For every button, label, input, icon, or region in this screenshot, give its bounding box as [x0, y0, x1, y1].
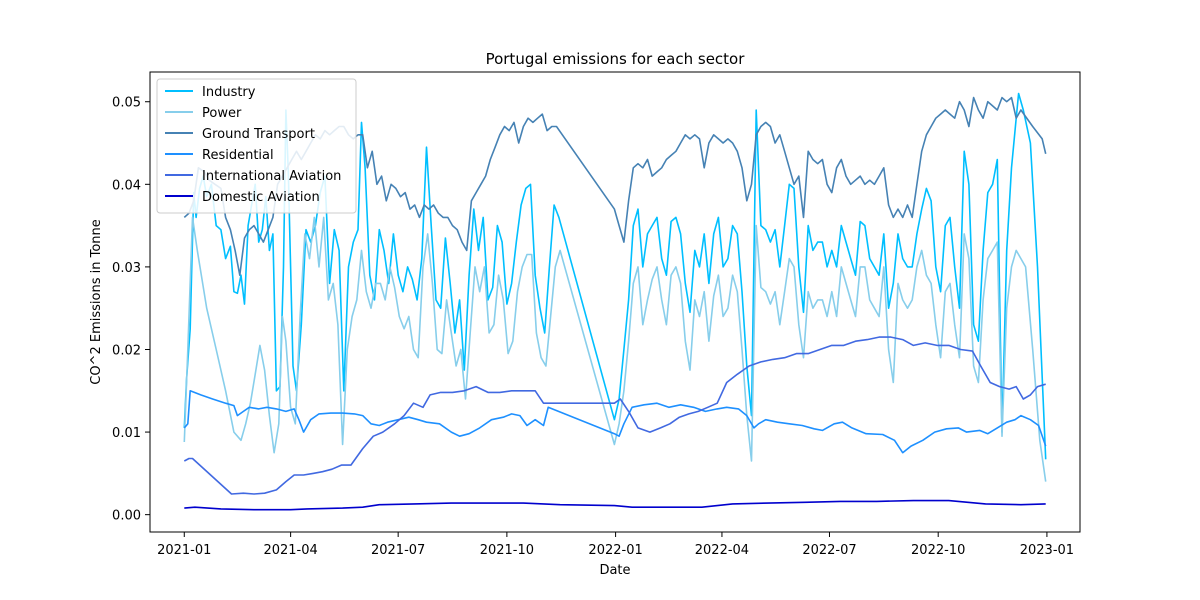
y-tick-label: 0.01 — [112, 426, 141, 441]
chart-title: Portugal emissions for each sector — [486, 50, 746, 68]
x-tick-label: 2021-01 — [157, 543, 211, 558]
axes-frame — [149, 71, 1081, 533]
legend-label-residential: Residential — [202, 148, 274, 163]
x-axis-label: Date — [599, 563, 630, 578]
x-tick-label: 2021-10 — [480, 543, 534, 558]
y-tick-label: 0.00 — [112, 509, 141, 524]
y-tick-label: 0.03 — [112, 261, 141, 276]
legend: Industry Power Ground Transport Residential… — [156, 78, 357, 214]
legend-label-industry: Industry — [202, 85, 256, 100]
y-tick-label: 0.02 — [112, 343, 141, 358]
y-tick-label: 0.04 — [112, 178, 141, 193]
x-tick-label: 2021-04 — [263, 543, 317, 558]
y-tick-label: 0.05 — [112, 96, 141, 111]
x-tick-label: 2022-07 — [802, 543, 856, 558]
legend-label-ground-transport: Ground Transport — [202, 127, 315, 142]
legend-label-power: Power — [202, 106, 242, 121]
y-axis-label: CO^2 Emissions in Tonne — [89, 219, 104, 385]
series-line-residential — [183, 390, 1047, 454]
legend-box — [156, 78, 357, 214]
y-axis-ticks: 0.00 0.01 0.02 0.03 0.04 0.05 — [112, 96, 150, 524]
x-axis-ticks: 2021-01 2021-04 2021-07 2021-10 2022-01 2022-… — [157, 532, 1074, 558]
x-tick-label: 2021-07 — [371, 543, 425, 558]
x-tick-label: 2023-01 — [1020, 543, 1074, 558]
series-line-power — [183, 216, 1047, 482]
x-tick-label: 2022-04 — [695, 543, 749, 558]
series-line-international-aviation — [183, 336, 1046, 495]
legend-label-international-aviation: International Aviation — [202, 169, 341, 184]
x-tick-label: 2022-01 — [588, 543, 642, 558]
x-tick-label: 2022-10 — [911, 543, 965, 558]
series-line-domestic-aviation — [184, 499, 1046, 511]
legend-label-domestic-aviation: Domestic Aviation — [202, 190, 320, 205]
